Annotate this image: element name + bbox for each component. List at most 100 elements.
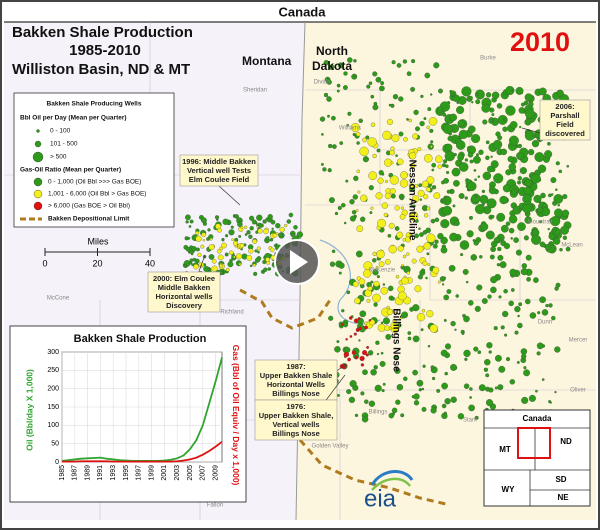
well bbox=[414, 285, 422, 293]
well bbox=[426, 206, 431, 211]
well bbox=[525, 254, 532, 261]
well bbox=[517, 322, 523, 329]
well bbox=[474, 305, 481, 312]
well bbox=[363, 269, 372, 278]
well bbox=[228, 229, 235, 236]
well bbox=[444, 398, 451, 405]
well bbox=[384, 259, 391, 265]
well bbox=[464, 158, 469, 162]
x-tick-label: 2003 bbox=[174, 465, 181, 481]
well bbox=[499, 261, 507, 269]
locator-state: NE bbox=[557, 493, 569, 502]
well bbox=[392, 309, 395, 312]
well bbox=[393, 311, 397, 315]
annotation-box bbox=[254, 399, 338, 441]
y-tick-label: 250 bbox=[47, 367, 59, 374]
well bbox=[413, 109, 419, 116]
well bbox=[469, 215, 473, 220]
region-label: Canada bbox=[279, 4, 327, 19]
well bbox=[420, 94, 424, 99]
well bbox=[185, 220, 189, 224]
well bbox=[519, 167, 527, 175]
well bbox=[376, 275, 380, 279]
well bbox=[372, 269, 379, 276]
well bbox=[349, 215, 356, 222]
well bbox=[319, 116, 326, 122]
play-button[interactable] bbox=[274, 239, 320, 285]
annotation-text: Horizontal wells bbox=[155, 292, 212, 301]
well bbox=[417, 274, 423, 280]
well bbox=[504, 333, 508, 337]
well bbox=[389, 188, 396, 195]
well bbox=[408, 211, 419, 221]
well bbox=[483, 367, 489, 372]
well bbox=[353, 59, 357, 63]
well bbox=[446, 289, 452, 294]
well bbox=[458, 193, 465, 199]
annotation-text: Upper Bakken Shale, bbox=[259, 411, 334, 420]
well bbox=[225, 234, 229, 238]
well bbox=[435, 155, 443, 163]
well bbox=[486, 198, 497, 209]
series-line bbox=[62, 441, 223, 463]
well bbox=[380, 81, 385, 86]
well bbox=[430, 407, 437, 414]
well bbox=[485, 140, 490, 145]
well bbox=[513, 237, 519, 243]
well bbox=[367, 286, 373, 291]
well bbox=[531, 234, 542, 245]
well bbox=[477, 350, 482, 355]
well bbox=[555, 282, 561, 288]
well bbox=[505, 357, 511, 362]
well bbox=[396, 63, 402, 68]
well bbox=[355, 250, 363, 258]
well bbox=[389, 175, 399, 185]
well bbox=[473, 240, 479, 246]
well bbox=[439, 276, 446, 282]
well bbox=[416, 245, 424, 253]
play-icon[interactable] bbox=[290, 250, 308, 274]
legend-heading: Bbl Oil per Day (Mean per Quarter) bbox=[20, 115, 127, 122]
well bbox=[360, 391, 365, 396]
well bbox=[290, 232, 295, 238]
locator-title: Canada bbox=[523, 414, 552, 423]
x-tick-label: 2001 bbox=[161, 465, 168, 481]
well bbox=[188, 260, 193, 265]
well bbox=[388, 222, 395, 229]
well bbox=[346, 123, 350, 127]
well bbox=[502, 126, 508, 132]
well bbox=[419, 120, 425, 127]
legend-symbol bbox=[33, 201, 43, 211]
well bbox=[464, 196, 468, 200]
well bbox=[426, 310, 434, 318]
well bbox=[375, 265, 379, 269]
well bbox=[421, 180, 429, 188]
well bbox=[417, 147, 422, 152]
well bbox=[395, 154, 398, 158]
well bbox=[341, 202, 346, 208]
well bbox=[557, 203, 560, 207]
legend-symbol bbox=[33, 177, 43, 187]
well bbox=[431, 162, 437, 168]
well bbox=[426, 252, 430, 256]
well bbox=[528, 101, 534, 107]
legend-label: > 6,000 (Gas BOE > Oil Bbl) bbox=[48, 203, 130, 210]
well bbox=[338, 271, 342, 275]
well bbox=[249, 264, 253, 268]
well bbox=[508, 163, 517, 171]
well bbox=[368, 319, 372, 322]
well bbox=[362, 156, 369, 163]
annotation-text: 1996: Middle Bakken bbox=[182, 157, 256, 166]
well bbox=[343, 71, 348, 76]
well bbox=[428, 117, 438, 126]
well bbox=[422, 260, 428, 266]
well bbox=[270, 219, 276, 225]
well bbox=[416, 379, 424, 387]
well bbox=[437, 164, 442, 169]
well bbox=[348, 396, 356, 404]
well bbox=[524, 216, 532, 224]
well bbox=[421, 406, 427, 412]
well bbox=[356, 169, 361, 174]
well bbox=[496, 212, 506, 222]
well bbox=[390, 296, 395, 301]
